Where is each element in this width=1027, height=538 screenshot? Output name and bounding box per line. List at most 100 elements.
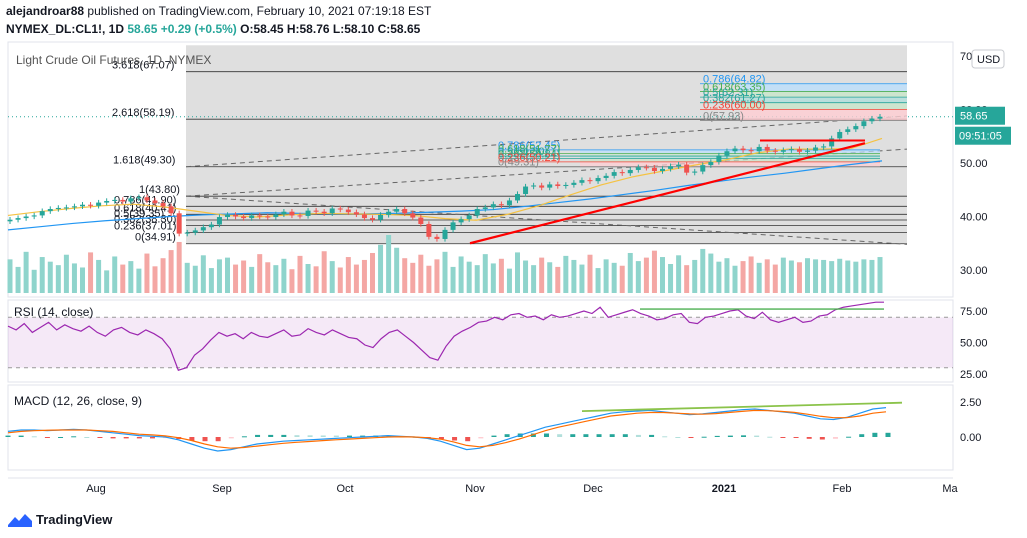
macd-histogram-bar [478,437,484,439]
volume-bar [869,259,875,293]
candle-body [249,215,255,219]
time-axis-label: Ma [942,483,958,495]
volume-bar [627,252,633,293]
candle-body [813,147,819,151]
macd-histogram-bar [504,434,510,437]
time-axis-label: Dec [583,483,603,495]
candle-body [378,214,384,220]
candle-body [289,211,295,216]
fib-retracement-band [580,161,880,167]
macd-histogram-bar [149,437,155,439]
fib-retracement-band [580,149,880,154]
volume-bar [321,251,327,293]
volume-bar [531,265,537,293]
candle-body [47,209,53,212]
macd-histogram-bar [530,433,536,437]
currency-label: USD [977,54,1000,66]
candle-body [225,214,230,218]
candle-body [821,146,827,148]
candle-body [120,199,126,202]
macd-histogram-bar [649,434,655,437]
volume-bar [442,251,448,293]
volume-bar [273,265,279,293]
volume-bar [192,265,198,293]
candle-body [128,198,134,202]
candle-body [434,236,440,239]
candle-body [233,214,239,217]
candle-body [55,207,61,210]
macd-line [7,407,887,452]
time-axis-label: 2021 [712,483,736,495]
macd-histogram-bar [241,436,247,438]
volume-bar [635,261,641,293]
candle-body [877,116,883,119]
volume-bar [756,262,762,293]
candle-body [71,206,77,208]
candle-body [869,118,875,122]
volume-bar [200,255,206,293]
candle-body [579,180,585,183]
macd-histogram-bar [570,434,576,437]
candle-body [788,149,794,151]
tradingview-logo[interactable]: TradingView [8,512,112,527]
candle-body [136,197,142,199]
volume-bar [305,264,311,293]
candle-body [829,138,835,147]
macd-divergence-line [581,401,903,412]
candle-body [353,212,359,215]
candle-body [200,227,206,231]
volume-bar [853,261,859,293]
candle-body [168,206,174,214]
candle-body [676,164,682,167]
time-axis-label: Nov [465,483,485,495]
candle-body [144,197,150,201]
candle-body [281,211,287,215]
volume-bar [506,268,512,293]
candle-body [88,204,94,206]
volume-bar [805,258,810,293]
macd-histogram-bar [228,437,234,439]
macd-histogram-bar [714,435,720,437]
candle-body [474,209,480,216]
candle-body [176,213,182,234]
volume-bar [249,266,255,293]
macd-histogram-bar [452,437,458,441]
volume-bar [482,254,488,293]
volume-bar [184,262,190,293]
candle-body [764,146,770,151]
volume-bar [700,248,706,293]
fib-retracement-band [580,153,880,157]
volume-bar [434,259,440,293]
symbol-label[interactable]: NYMEX_DL:CL1!, 1D [6,22,125,36]
macd-histogram-bar [136,437,142,439]
volume-bar [418,254,424,293]
macd-histogram-bar [215,437,221,442]
macd-histogram-bar [793,437,799,438]
candle-body [345,209,351,213]
candle-body [273,214,279,218]
volume-bar [788,260,794,293]
candle-body [700,165,706,172]
volume-bar [692,259,698,293]
fib-level-label: 0(34.91) [135,232,176,244]
volume-bar [764,259,770,293]
macd-histogram-bar [544,433,550,437]
volume-bar [168,250,174,293]
candle-body [660,168,665,172]
volume-bar [128,261,134,293]
tradingview-logo-icon [8,513,32,527]
fib-retracement-band [580,156,880,159]
volume-bar [595,268,601,293]
candle-body [458,219,464,223]
fib-retracement-label: 0(57.93) [703,111,744,123]
publish-header: alejandroar88 published on TradingView.c… [6,4,431,18]
volume-bar [458,256,464,293]
price-axis-tick: 50.00 [960,158,988,170]
fib-fan-line [185,195,908,245]
candle-body [305,210,311,216]
volume-bar [80,267,85,293]
author-name[interactable]: alejandroar88 [6,4,85,18]
volume-bar [63,254,69,293]
volume-bar [555,266,561,293]
